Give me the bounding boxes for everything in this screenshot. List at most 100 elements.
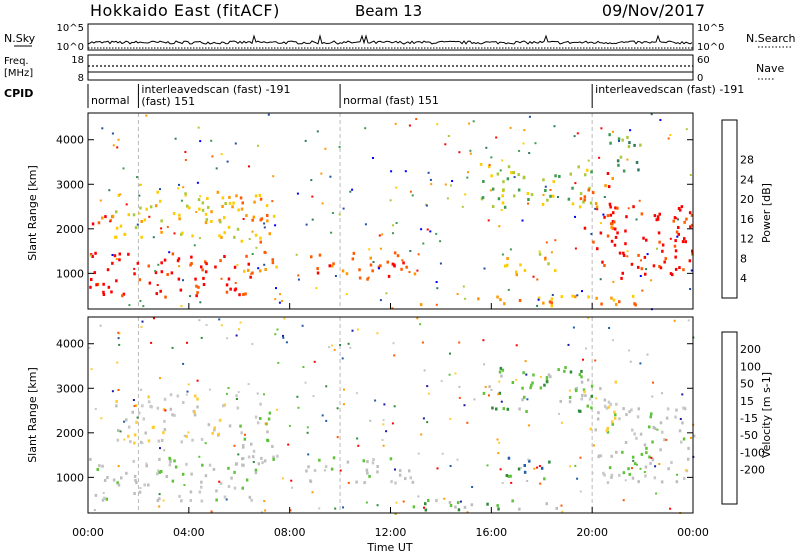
scatter-point [482,180,485,183]
scatter-point [603,264,606,267]
scatter-point [685,217,688,221]
scatter-point [528,152,531,154]
scatter-point [223,495,227,499]
scatter-point [581,393,584,397]
scatter-point [419,303,423,307]
scatter-point [590,406,593,410]
scatter-point [408,271,411,273]
scatter-point [630,262,634,266]
scatter-point [569,370,573,374]
scatter-point [586,378,590,382]
scatter-point [106,476,109,479]
scatter-point [674,415,677,419]
scatter-point [205,324,208,326]
scatter-point [496,504,499,508]
scatter-point [669,272,673,276]
scatter-point [272,175,275,178]
scatter-point [596,417,600,421]
scatter-point [259,269,262,273]
scatter-point [497,507,500,511]
scatter-point [324,147,327,150]
scatter-point [170,271,174,275]
scatter-point [346,460,350,464]
scatter-point [227,466,230,470]
x-tick-label: 00:00 [677,526,709,539]
scatter-point [176,259,180,263]
scatter-point [254,194,258,198]
scatter-point [543,477,546,481]
scatter-point [227,387,230,389]
scatter-point [274,224,277,227]
scatter-point [461,205,464,208]
scatter-point [235,462,238,466]
scatter-point [553,125,556,128]
scatter-point [189,263,192,267]
scatter-point [676,235,679,238]
scatter-point [358,268,361,272]
scatter-point [658,264,661,268]
scatter-point [372,458,375,461]
scatter-point [505,263,509,267]
scatter-point [117,429,120,432]
scatter-point [91,255,94,258]
scatter-point [160,227,163,230]
scatter-point [252,455,255,459]
scatter-point [506,177,510,181]
scatter-point [677,207,681,210]
x-axis-label: Time UT [366,541,412,554]
scatter-point [179,288,183,292]
scatter-point [174,137,177,140]
scatter-point [669,237,672,240]
scatter-point [572,326,575,329]
scatter-point [228,195,231,199]
scatter-point [310,179,313,182]
scatter-point [112,478,116,482]
scatter-point [640,267,644,271]
scatter-point [501,368,505,372]
scatter-point [200,499,204,503]
scatter-point [673,244,677,248]
scatter-point [621,138,624,142]
scatter-point [220,324,223,327]
scatter-point [233,486,237,490]
scatter-point [540,466,544,470]
scatter-point [439,240,442,243]
scatter-point [162,407,166,411]
scatter-point [323,469,326,472]
scatter-point [464,297,467,300]
scatter-point [611,420,614,424]
scatter-point [141,404,144,408]
scatter-point [435,303,438,306]
scatter-point [400,267,403,271]
scatter-point [614,413,617,417]
scatter-point [330,467,334,471]
scatter-point [307,453,310,456]
scatter-point [512,171,515,175]
colorbar-frame [721,119,738,299]
nsky-strip [87,23,694,51]
scatter-point [509,126,512,129]
scatter-point [675,217,678,220]
scatter-point [639,362,642,365]
scatter-point [691,252,694,256]
scatter-point [612,130,614,133]
scatter-point [678,429,682,433]
scatter-point [626,135,629,139]
scatter-point [93,271,96,275]
scatter-point [272,455,275,459]
colorbar-tick-label: 100 [740,360,761,373]
scatter-point [102,293,106,296]
scatter-point [652,381,654,384]
scatter-point [579,197,583,201]
scatter-point [622,254,626,257]
scatter-point [106,268,110,272]
scatter-point [648,455,651,459]
scatter-point [210,220,213,223]
scatter-point [505,474,509,477]
scatter-point [334,275,337,277]
scatter-point [342,506,344,509]
scatter-point [247,268,250,272]
scatter-point [242,218,245,220]
scatter-point [563,369,566,373]
scatter-point [560,295,564,299]
